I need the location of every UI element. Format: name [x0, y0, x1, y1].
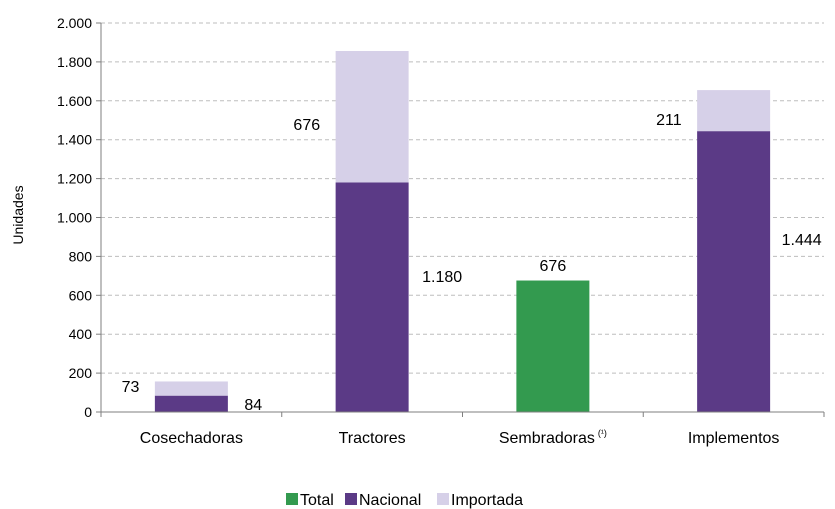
- x-category-label: Cosechadoras: [140, 430, 243, 447]
- data-label: 1.444: [782, 232, 822, 249]
- x-category-label: Sembradoras (¹): [499, 428, 607, 447]
- data-label: 676: [540, 258, 567, 275]
- legend-swatch-total: [286, 493, 298, 505]
- y-tick-label: 800: [69, 248, 93, 264]
- y-axis: 0 200 400 600 800 1.000 1.200 1.400 1.600 1.800 2.…: [57, 15, 102, 420]
- data-label: 676: [293, 117, 320, 134]
- data-label: 211: [656, 112, 682, 129]
- x-category-label: Tractores: [339, 430, 406, 447]
- y-tick-label: 1.800: [57, 54, 92, 70]
- y-tick-label: 400: [69, 326, 93, 342]
- legend-label: Importada: [451, 492, 523, 509]
- x-category-label: Implementos: [688, 430, 780, 447]
- bar-total-sembradoras: [516, 280, 590, 412]
- y-tick-label: 1.400: [57, 132, 92, 148]
- y-tick-label: 1.000: [57, 210, 92, 226]
- bar-nacional-tractores: [335, 182, 409, 412]
- y-axis-title: Unidades: [10, 185, 26, 244]
- bar-importada-implementos: [697, 90, 771, 132]
- legend-label: Nacional: [359, 492, 421, 509]
- legend-label: Total: [300, 492, 334, 509]
- bar-nacional-implementos: [697, 131, 771, 412]
- y-tick-label: 1.200: [57, 171, 92, 187]
- y-tick-label: 0: [84, 404, 92, 420]
- x-axis: Cosechadoras Tractores Sembradoras (¹) Imple…: [100, 411, 825, 447]
- bar-nacional-cosechadoras: [154, 395, 228, 412]
- data-label: 84: [244, 397, 262, 414]
- bar-importada-tractores: [335, 51, 409, 183]
- bar-importada-cosechadoras: [154, 381, 228, 396]
- legend-swatch-importada: [437, 493, 449, 505]
- data-label: 1.180: [422, 269, 462, 286]
- y-tick-label: 1.600: [57, 93, 92, 109]
- legend: Total Nacional Importada: [286, 492, 523, 509]
- bars: [154, 51, 771, 412]
- y-tick-label: 2.000: [57, 15, 92, 31]
- data-label: 73: [122, 379, 140, 396]
- data-labels: 73 84 676 1.180 676 211 1.444: [122, 112, 822, 414]
- y-tick-label: 200: [69, 365, 93, 381]
- y-tick-label: 600: [69, 287, 93, 303]
- legend-swatch-nacional: [345, 493, 357, 505]
